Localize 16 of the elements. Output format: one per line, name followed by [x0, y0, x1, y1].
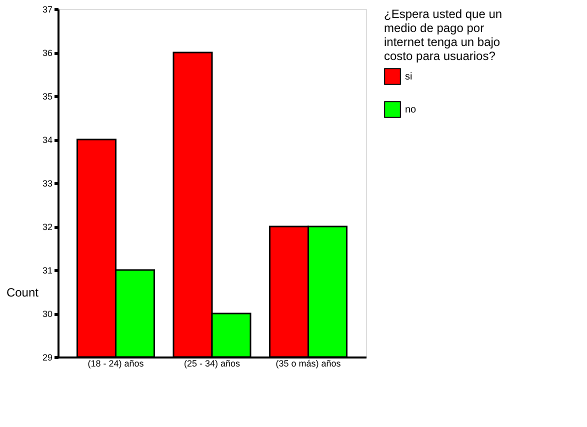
y-axis-title: Count	[6, 286, 40, 300]
y-tick-label: 37	[42, 4, 52, 14]
x-tick-label: (18 - 24) años	[88, 358, 144, 368]
y-tick-label: 32	[42, 222, 52, 232]
legend-title: ¿Espera usted que un medio de pago por internet tenga un bajo costo para usuarios?	[384, 7, 502, 63]
y-tick-label: 36	[42, 48, 52, 58]
legend-label: si	[405, 72, 412, 82]
y-tick-label: 35	[42, 92, 52, 102]
x-tick-label: (35 o más) años	[276, 358, 342, 368]
x-tick-label: (25 - 34) años	[184, 358, 241, 368]
y-tick-label: 33	[42, 178, 52, 188]
legend-label: no	[405, 104, 417, 116]
y-tick-label: 34	[42, 135, 52, 145]
y-tick-label: 30	[42, 309, 52, 319]
y-tick-label: 31	[42, 266, 52, 276]
y-tick-label: 29	[42, 352, 52, 362]
